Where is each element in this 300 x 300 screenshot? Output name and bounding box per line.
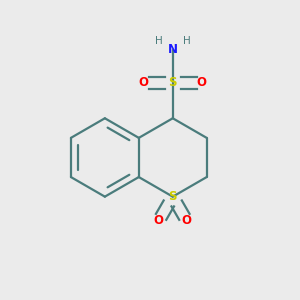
Text: O: O: [139, 76, 148, 89]
Text: H: H: [183, 36, 191, 46]
Text: O: O: [154, 214, 164, 227]
Text: O: O: [197, 76, 207, 89]
Text: H: H: [155, 36, 162, 46]
Text: S: S: [169, 190, 177, 203]
Text: S: S: [169, 76, 177, 89]
Text: N: N: [168, 44, 178, 56]
Text: O: O: [182, 214, 192, 227]
